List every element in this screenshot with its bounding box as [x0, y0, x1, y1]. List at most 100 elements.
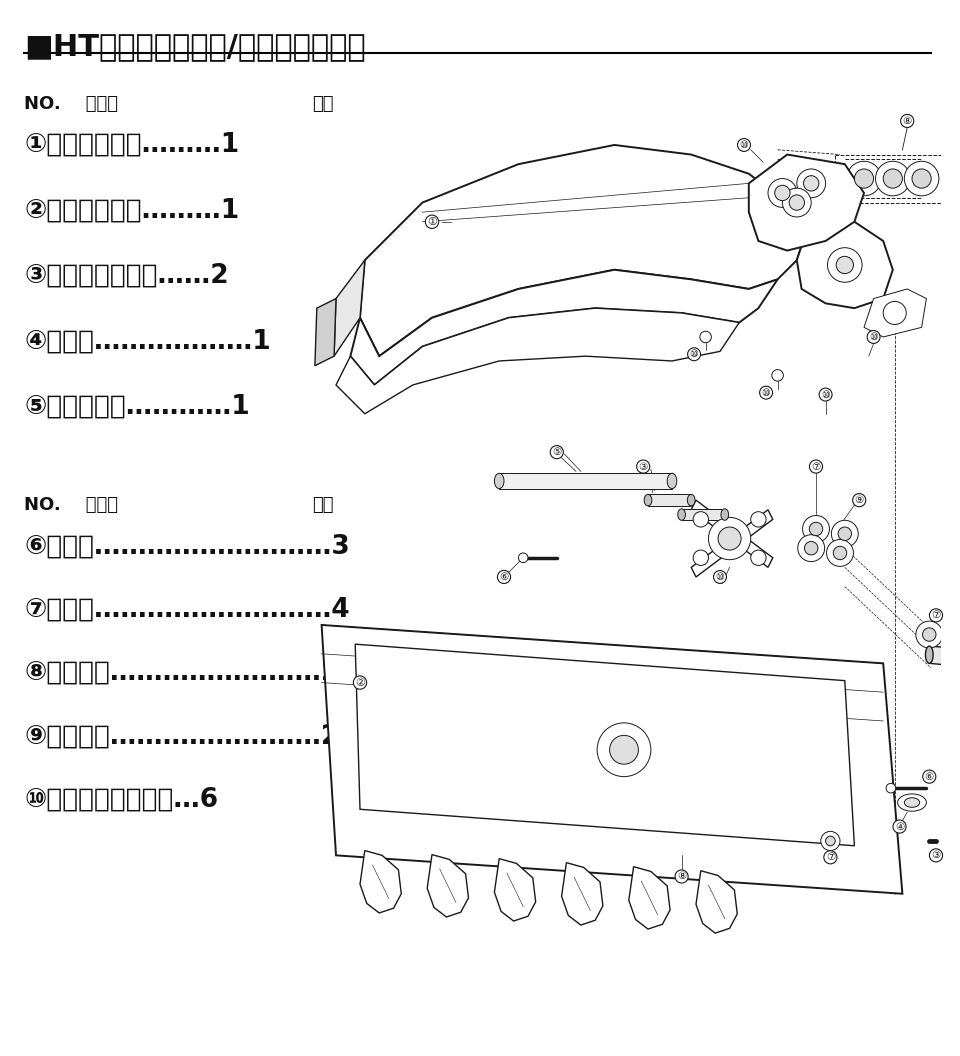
Polygon shape [355, 644, 854, 846]
Text: ③上下爪接続ピン……2: ③上下爪接続ピン……2 [24, 263, 228, 289]
Polygon shape [629, 867, 670, 929]
Polygon shape [315, 299, 336, 365]
Circle shape [876, 162, 910, 195]
Circle shape [751, 550, 766, 565]
Text: ⑩: ⑩ [869, 332, 878, 342]
Circle shape [693, 512, 708, 527]
Circle shape [718, 527, 741, 550]
Circle shape [772, 370, 783, 381]
Polygon shape [562, 863, 603, 925]
Circle shape [693, 550, 708, 565]
Text: ⑤アームピン…………1: ⑤アームピン…………1 [24, 394, 250, 420]
Text: ⑦: ⑦ [826, 852, 835, 863]
Polygon shape [322, 625, 902, 893]
Ellipse shape [494, 473, 504, 489]
Text: ⑨ブッシュ……………………2: ⑨ブッシュ……………………2 [24, 723, 339, 750]
Polygon shape [336, 308, 739, 414]
Text: ①上爪フレーム………1: ①上爪フレーム………1 [24, 132, 239, 158]
Circle shape [804, 542, 818, 554]
Polygon shape [797, 222, 893, 308]
Text: 数量: 数量 [312, 95, 333, 113]
Circle shape [797, 169, 826, 197]
Circle shape [886, 784, 896, 793]
Text: ⑩: ⑩ [689, 350, 699, 359]
Text: ④カラー………………1: ④カラー………………1 [24, 328, 271, 355]
Text: ⑥ボルト………………………3: ⑥ボルト………………………3 [24, 533, 349, 560]
Ellipse shape [644, 494, 652, 506]
Text: ⑩グリースニップル…6: ⑩グリースニップル…6 [24, 787, 218, 813]
Circle shape [831, 521, 858, 547]
Circle shape [789, 195, 804, 210]
Circle shape [838, 527, 852, 541]
Polygon shape [494, 859, 536, 921]
Text: ⑦ナット………………………4: ⑦ナット………………………4 [24, 597, 349, 623]
Polygon shape [691, 510, 773, 577]
Circle shape [826, 836, 835, 846]
Polygon shape [427, 854, 468, 917]
Polygon shape [360, 145, 806, 356]
Circle shape [751, 512, 766, 527]
Text: 数量: 数量 [312, 496, 333, 514]
Circle shape [854, 169, 874, 188]
Circle shape [610, 735, 638, 765]
Circle shape [827, 540, 853, 566]
Circle shape [883, 169, 902, 188]
Circle shape [912, 169, 931, 188]
Text: ⑥: ⑥ [924, 772, 934, 781]
Text: ③: ③ [931, 850, 941, 861]
Text: ⑩: ⑩ [739, 140, 749, 150]
Circle shape [836, 257, 853, 274]
Circle shape [768, 178, 797, 207]
Polygon shape [334, 260, 365, 356]
Text: ■HTシリーズ（疾風/はやて）部品図: ■HTシリーズ（疾風/はやて）部品図 [24, 32, 366, 60]
Bar [929, 646, 960, 666]
Circle shape [708, 517, 751, 560]
Circle shape [597, 723, 651, 776]
Text: ③: ③ [638, 461, 648, 472]
Ellipse shape [721, 509, 729, 521]
Circle shape [923, 628, 936, 641]
Bar [648, 494, 691, 506]
Circle shape [916, 621, 943, 648]
Ellipse shape [904, 797, 920, 808]
Circle shape [883, 301, 906, 324]
Text: ⑦: ⑦ [811, 461, 821, 472]
Bar [682, 509, 725, 521]
Polygon shape [864, 289, 926, 337]
Circle shape [798, 534, 825, 562]
Circle shape [804, 175, 819, 191]
Text: ⑩: ⑩ [715, 572, 725, 582]
Text: ⑧ブッシュ……………………2: ⑧ブッシュ……………………2 [24, 660, 339, 686]
Ellipse shape [687, 494, 695, 506]
Text: ②: ② [355, 678, 365, 687]
Ellipse shape [898, 794, 926, 811]
Circle shape [809, 523, 823, 535]
Circle shape [847, 162, 881, 195]
Polygon shape [696, 871, 737, 934]
Text: ⑥: ⑥ [499, 572, 509, 582]
Circle shape [775, 185, 790, 201]
Text: ⑤: ⑤ [552, 447, 562, 457]
Text: ⑨: ⑨ [854, 495, 864, 505]
Polygon shape [749, 154, 864, 250]
Text: ①: ① [427, 216, 437, 227]
Ellipse shape [667, 473, 677, 489]
Text: NO.    商品名: NO. 商品名 [24, 95, 118, 113]
Circle shape [904, 162, 939, 195]
Text: ⑩: ⑩ [821, 390, 830, 399]
Ellipse shape [925, 646, 933, 663]
Text: ⑩: ⑩ [761, 388, 771, 398]
Polygon shape [350, 269, 778, 385]
Circle shape [821, 831, 840, 850]
Text: NO.    商品名: NO. 商品名 [24, 496, 118, 514]
Text: ④: ④ [895, 822, 904, 831]
Text: ⑧: ⑧ [677, 871, 686, 882]
Circle shape [828, 248, 862, 282]
Circle shape [518, 553, 528, 563]
Text: ②下爪フレーム………1: ②下爪フレーム………1 [24, 197, 239, 224]
Polygon shape [360, 850, 401, 913]
Circle shape [700, 332, 711, 343]
Text: ⑦: ⑦ [931, 610, 941, 620]
Circle shape [782, 188, 811, 216]
Circle shape [803, 515, 829, 543]
